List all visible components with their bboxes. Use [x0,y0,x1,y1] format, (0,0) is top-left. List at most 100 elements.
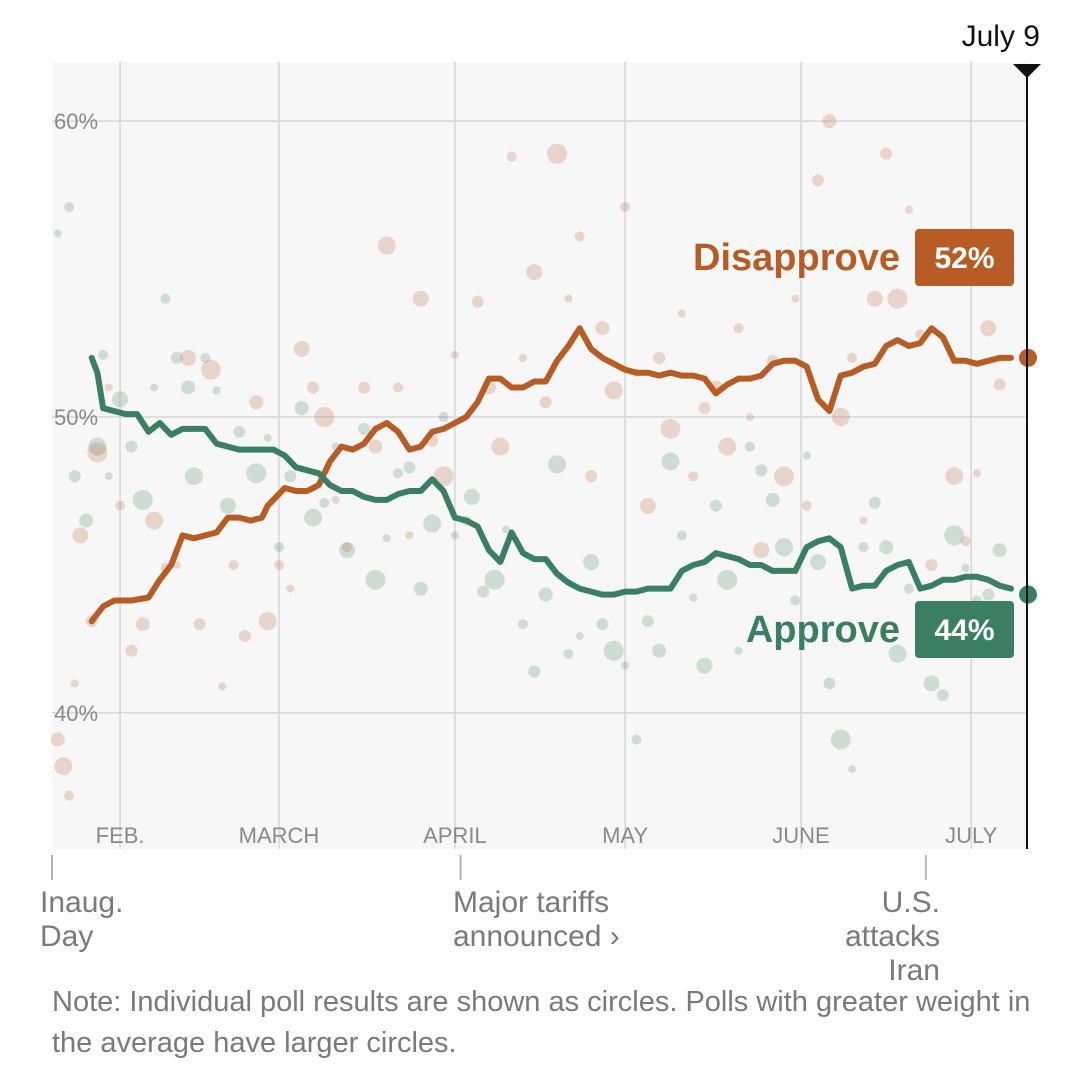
approve-poll-point [339,542,356,559]
event-major-tariffs[interactable]: Major tariffs announced › [453,886,620,953]
approve-poll-point [284,470,297,483]
approve-poll-point [68,470,81,483]
approve-poll-point [393,468,404,479]
horizontal-gridlines [52,120,1028,714]
x-tick-label: MAY [602,823,648,848]
approve-poll-point [246,463,267,484]
disapprove-poll-point [471,295,484,308]
approve-poll-point [125,440,138,453]
disapprove-poll-point [412,290,429,307]
disapprove-poll-point [688,471,699,482]
approve-poll-point [936,689,949,702]
approve-poll-point [132,489,153,510]
plot-background [52,62,1028,849]
disapprove-poll-point [506,151,517,162]
disapprove-poll-point [368,439,383,454]
approve-poll-point [365,569,386,590]
y-tick-label: 50% [54,405,98,430]
disapprove-poll-point [972,469,981,478]
disapprove-poll-point [377,236,396,255]
approve-poll-point [888,644,907,663]
approve-poll-point [112,391,129,408]
approve-poll-point [802,451,811,460]
approve-poll-point [294,401,309,416]
approve-poll-point [755,464,768,477]
approve-poll-point [79,513,94,528]
approve-poll-point [212,386,221,395]
approve-label: Approve [746,609,900,651]
disapprove-poll-point [639,497,656,514]
disapprove-poll-point [145,511,164,530]
approve-poll-point [150,383,159,392]
approve-poll-point [923,675,940,692]
approve-poll-point [696,657,713,674]
disapprove-poll-point [859,516,868,525]
approve-poll-point [538,587,553,602]
approve-poll-point [263,433,272,442]
disapprove-poll-point [887,288,908,309]
approve-poll-point [382,534,391,543]
chart-note: Note: Individual poll results are shown … [52,986,1031,1059]
disapprove-poll-point [393,382,404,393]
disapprove-poll-point [847,352,858,363]
approval-chart: 60% 50% 40% FEB. MARCH APRIL MAY JUNE JULY July… [50,20,1041,880]
approve-poll-point [765,492,780,507]
disapprove-poll-point [745,413,754,422]
disapprove-poll-point [698,402,711,415]
disapprove-poll-point [518,353,527,362]
disapprove-poll-point [314,407,335,428]
disapprove-poll-point [135,617,150,632]
approve-poll-point [621,661,630,670]
y-tick-label: 40% [54,701,98,726]
disapprove-poll-point [677,309,686,318]
approve-value-badge [915,601,1014,658]
disapprove-poll-point [70,679,79,688]
disapprove-poll-point [104,383,113,392]
approve-poll-point [676,530,687,541]
approve-poll-point [858,542,869,553]
approve-poll-point [181,380,196,395]
approve-poll-point [790,595,801,606]
approve-poll-point [631,734,642,745]
approve-poll-point [438,412,449,423]
approve-poll-point [184,467,203,486]
disapprove-poll-point [286,584,295,593]
disapprove-poll-point [812,174,825,187]
approve-poll-point [104,472,113,481]
disapprove-poll-point [653,351,666,364]
approve-poll-point [596,618,609,631]
approve-poll-point [641,615,654,628]
disapprove-poll-point [258,612,277,631]
disapprove-poll-point [450,350,459,359]
approve-poll-point [563,648,574,659]
approve-poll-point [868,496,881,509]
approve-poll-point [548,455,567,474]
vertical-gridlines [119,62,973,849]
disapprove-poll-point [249,395,264,410]
approve-poll-point [661,452,680,471]
disapprove-poll-point [774,466,794,487]
approve-poll-point [273,542,284,553]
disapprove-poll-point [228,559,239,570]
event-tick-marks [51,855,927,880]
disapprove-poll-point [526,264,543,281]
approve-poll-point [848,765,857,774]
x-tick-label: JUNE [772,823,829,848]
disapprove-poll-point [125,644,138,657]
disapprove-poll-point [585,470,598,483]
disapprove-value-badge [915,229,1014,286]
y-tick-label: 60% [54,109,98,134]
approve-poll-point [64,201,75,212]
approve-poll-point [463,488,480,505]
disapprove-poll-point [564,294,573,303]
approve-poll-point [583,554,600,571]
disapprove-poll-point [822,114,837,129]
disapprove-poll-point [307,381,320,394]
disapprove-poll-point [831,408,850,427]
approve-poll-point [709,499,722,512]
approve-value: 44% [934,614,994,647]
disapprove-poll-point [193,618,206,631]
approve-poll-point [830,729,851,750]
approve-poll-point [961,563,970,572]
disapprove-value: 52% [934,242,994,275]
